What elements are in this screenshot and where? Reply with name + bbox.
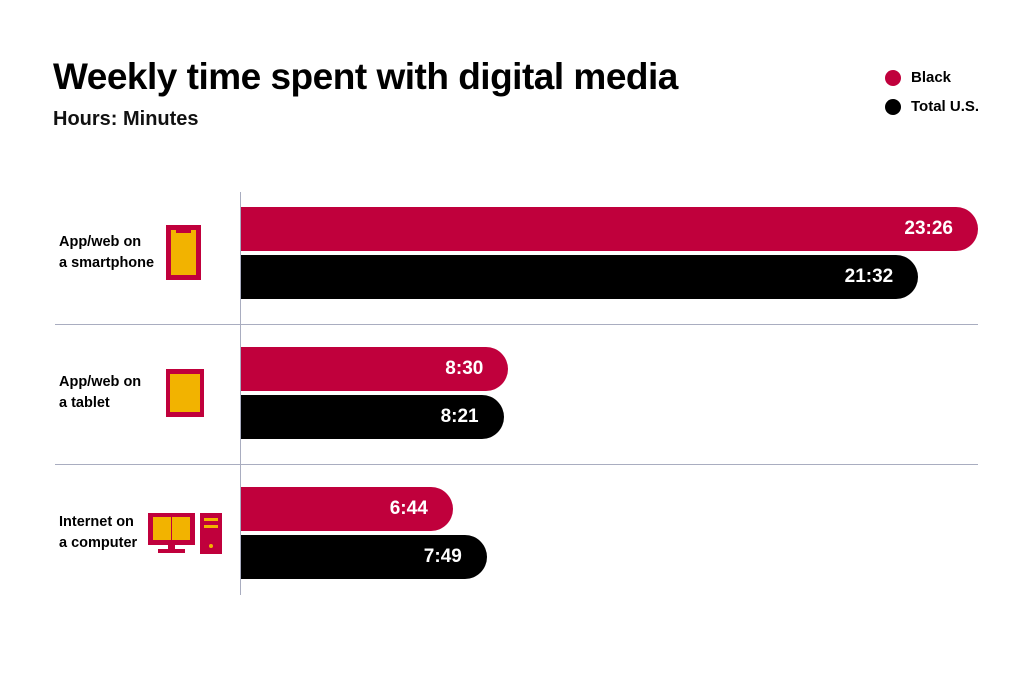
label-line: Internet on <box>59 514 134 530</box>
bar-value-label: 23:26 <box>904 218 953 239</box>
legend: Black Total U.S. <box>885 63 979 121</box>
chart-subtitle: Hours: Minutes <box>53 108 199 130</box>
bar-value-label: 8:21 <box>440 406 479 427</box>
category-label-tablet: App/web on a tablet <box>59 372 141 414</box>
legend-dot-total-us <box>885 98 901 115</box>
bar-black: 6:44 <box>241 487 453 531</box>
bar-total-us: 8:21 <box>241 395 504 439</box>
bar-value-label: 21:32 <box>844 266 894 287</box>
legend-item-total-us: Total U.S. <box>885 92 979 121</box>
legend-label: Total U.S. <box>911 98 980 115</box>
category-label-smartphone: App/web on a smartphone <box>59 232 154 274</box>
bar-value-label: 7:49 <box>423 546 462 567</box>
category-label-computer: Internet on a computer <box>59 512 137 554</box>
desktop-computer-icon <box>148 513 222 554</box>
tablet-icon <box>166 369 204 417</box>
divider <box>55 464 978 465</box>
chart-title: Weekly time spent with digital media <box>53 56 678 97</box>
legend-dot-black <box>885 69 901 86</box>
bar-value-label: 6:44 <box>389 498 428 519</box>
label-line: App/web on <box>59 234 142 250</box>
label-line: a computer <box>59 535 138 551</box>
divider <box>55 324 978 325</box>
bar-black: 23:26 <box>241 207 978 251</box>
smartphone-icon <box>166 225 201 280</box>
label-line: a tablet <box>59 395 110 411</box>
y-axis-line <box>240 192 241 595</box>
legend-label: Black <box>911 69 952 86</box>
label-line: App/web on <box>59 374 142 390</box>
bar-black: 8:30 <box>241 347 509 391</box>
bar-total-us: 21:32 <box>241 255 919 299</box>
legend-item-black: Black <box>885 63 979 92</box>
bar-total-us: 7:49 <box>241 535 487 579</box>
bar-value-label: 8:30 <box>445 358 484 379</box>
label-line: a smartphone <box>59 255 155 271</box>
